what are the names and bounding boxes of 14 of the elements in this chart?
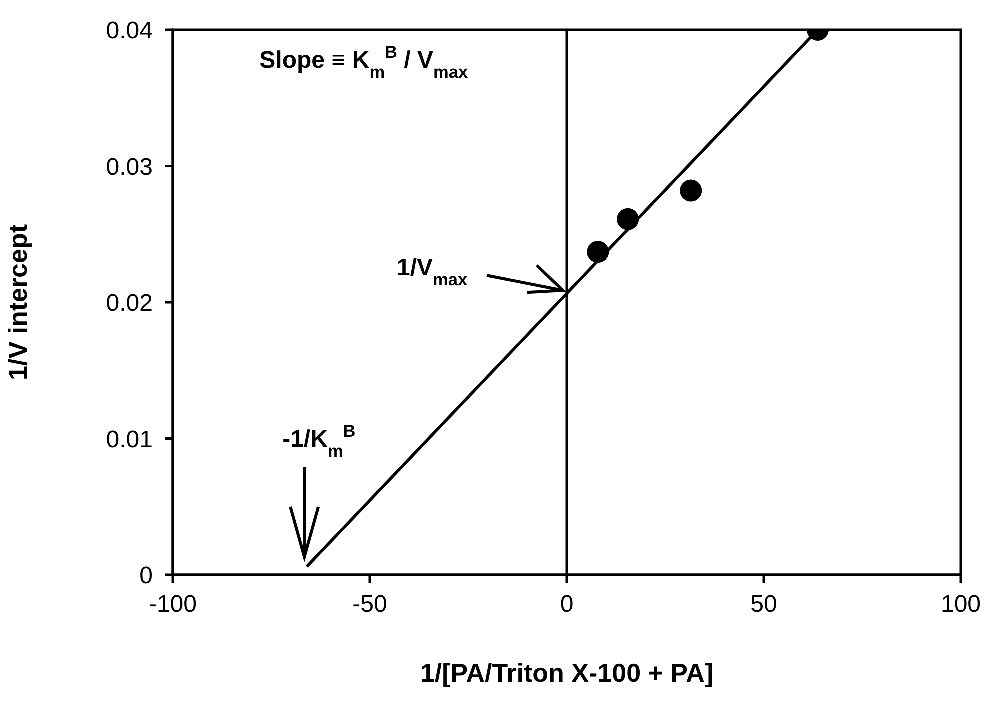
x-tick-label: -50 <box>352 591 388 618</box>
annotation: Slope ≡ K$_{m}$$^{B}$ / V$_{max}$ <box>260 42 468 82</box>
x-tick-label: 50 <box>750 591 778 618</box>
y-axis-title: 1/V intercept <box>3 224 34 381</box>
annotation: 1/V$_{max}$ <box>397 254 468 290</box>
y-tick-label: 0.04 <box>106 18 153 45</box>
x-tick-label: 100 <box>940 591 982 618</box>
x-tick-label: -100 <box>148 591 198 618</box>
y-tick-label: 0.03 <box>106 154 153 181</box>
y-tick-label: 0.02 <box>106 290 153 318</box>
y-tick-label: 0 <box>140 562 153 590</box>
y-tick-label: 0.01 <box>106 426 153 454</box>
x-tick-label: 0 <box>560 591 574 618</box>
x-axis-title: 1/[PA/Triton X-100 + PA] <box>420 658 714 688</box>
